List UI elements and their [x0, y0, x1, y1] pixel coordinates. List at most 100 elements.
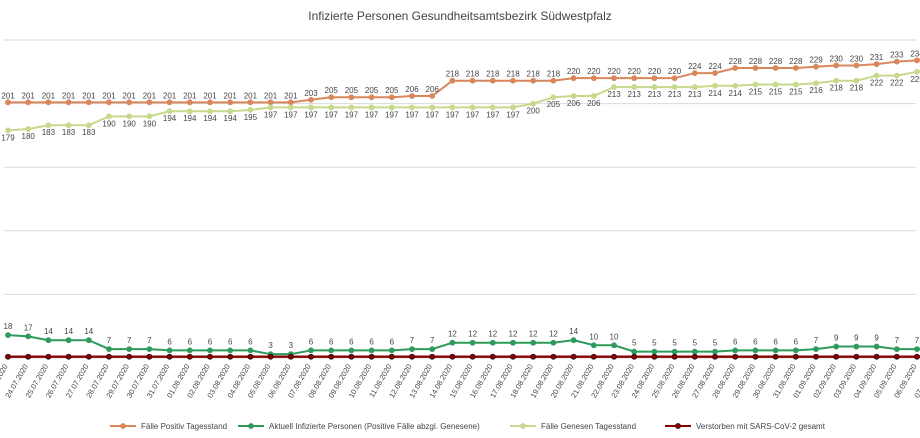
data-label: 220: [668, 67, 682, 76]
data-label: 220: [648, 67, 662, 76]
data-point: [792, 347, 799, 354]
data-point: [590, 93, 597, 99]
data-point: [853, 77, 860, 84]
data-label: 10: [589, 332, 598, 341]
data-label: 231: [870, 53, 884, 62]
data-point: [65, 122, 72, 129]
data-label: 12: [448, 330, 457, 339]
data-point: [449, 353, 456, 360]
data-label: 7: [430, 336, 435, 345]
data-point: [570, 93, 577, 99]
data-point: [227, 353, 234, 360]
data-point: [813, 353, 819, 360]
data-label: 197: [385, 110, 399, 119]
data-label: 14: [44, 327, 53, 336]
data-label: 218: [527, 70, 541, 79]
data-point: [550, 94, 557, 101]
data-point: [732, 65, 739, 71]
data-point: [631, 348, 638, 355]
data-point: [166, 347, 173, 354]
data-point: [429, 93, 436, 99]
data-label: 197: [345, 110, 359, 119]
data-label: 197: [304, 110, 318, 119]
data-label: 218: [547, 70, 561, 79]
data-label: 201: [264, 91, 278, 100]
data-label: 215: [749, 88, 763, 97]
data-point: [186, 99, 193, 106]
data-label: 6: [228, 337, 233, 346]
data-label: 7: [147, 336, 152, 345]
data-point: [833, 343, 840, 350]
data-point: [388, 347, 395, 354]
data-point: [914, 57, 920, 64]
data-label: 197: [365, 110, 379, 119]
data-point: [409, 93, 415, 99]
data-point: [287, 99, 294, 106]
data-point: [146, 113, 153, 120]
data-label: 201: [183, 91, 197, 100]
data-label: 201: [22, 91, 36, 100]
legend-swatch-marker: [520, 423, 526, 429]
data-label: 201: [203, 91, 217, 100]
data-point: [409, 353, 415, 360]
data-point: [368, 94, 375, 101]
data-label: 6: [329, 337, 334, 346]
data-label: 12: [509, 330, 518, 339]
data-label: 7: [410, 336, 415, 345]
data-point: [530, 100, 537, 107]
data-label: 194: [163, 114, 177, 123]
data-label: 220: [587, 67, 601, 76]
data-label: 222: [890, 79, 904, 88]
data-label: 190: [102, 119, 116, 128]
data-point: [570, 337, 577, 344]
data-point: [308, 96, 314, 103]
data-point: [308, 104, 314, 111]
data-label: 222: [870, 79, 884, 88]
data-point: [348, 353, 355, 360]
data-label: 197: [426, 110, 440, 119]
legend: Fälle Positiv Tagesstand Aktuell Infizier…: [110, 422, 826, 431]
data-point: [25, 333, 32, 340]
data-point: [25, 99, 32, 106]
data-label: 224: [708, 62, 722, 71]
data-label: 213: [668, 90, 682, 99]
data-label: 205: [365, 86, 379, 95]
data-label: 183: [42, 128, 56, 137]
data-label: 194: [183, 114, 197, 123]
data-label: 218: [506, 70, 520, 79]
data-point: [813, 346, 819, 352]
data-point: [368, 104, 375, 111]
data-point: [227, 108, 234, 115]
data-point: [611, 84, 617, 90]
data-point: [873, 343, 880, 350]
data-point: [25, 126, 32, 132]
data-label: 14: [84, 327, 93, 336]
data-point: [893, 353, 900, 360]
data-point: [348, 347, 355, 354]
data-point: [186, 347, 193, 354]
data-label: 218: [850, 84, 864, 93]
data-label: 7: [127, 336, 132, 345]
data-point: [247, 347, 254, 354]
data-label: 214: [708, 89, 722, 98]
data-point: [732, 347, 739, 354]
data-point: [671, 75, 678, 82]
data-label: 179: [1, 133, 15, 142]
data-label: 228: [789, 57, 803, 66]
data-label: 201: [82, 91, 96, 100]
data-label: 206: [426, 85, 440, 94]
data-point: [166, 108, 173, 115]
data-point: [873, 353, 880, 360]
data-point: [712, 353, 718, 360]
data-label: 215: [789, 88, 803, 97]
data-label: 201: [123, 91, 137, 100]
data-point: [550, 353, 557, 360]
data-label: 214: [729, 89, 743, 98]
data-point: [833, 353, 840, 360]
data-point: [570, 75, 577, 82]
data-point: [368, 353, 375, 360]
data-point: [227, 347, 234, 354]
data-point: [893, 346, 900, 352]
data-point: [328, 104, 335, 111]
data-point: [631, 84, 638, 90]
